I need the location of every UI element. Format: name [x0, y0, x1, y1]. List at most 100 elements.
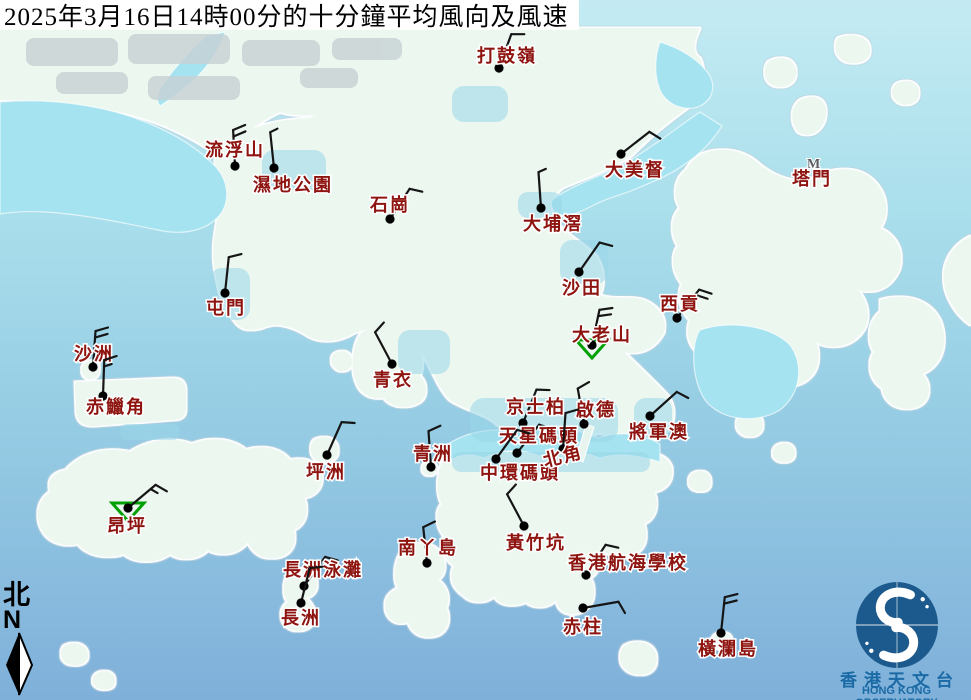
wind-barb-feather: [149, 487, 159, 495]
station-label: 西貢: [660, 294, 700, 314]
wind-barb-feather: [648, 130, 662, 140]
wind-barb-feather: [340, 421, 356, 425]
station-tuen-mun: 屯門: [205, 252, 246, 320]
station-cheung-chau: 長洲: [280, 565, 324, 630]
station-label: 濕地公園: [253, 174, 333, 195]
wind-barb-staff: [521, 388, 538, 425]
wind-barb-staff: [427, 429, 433, 469]
north-compass: 北 N: [3, 582, 43, 696]
station-lamma-island: 南丫島: [397, 520, 458, 568]
station-label: 石崗: [369, 194, 410, 215]
station-ngong-ping: 昂坪: [106, 483, 168, 538]
station-sai-kung: 西貢: [659, 288, 713, 323]
station-dot: [672, 313, 682, 323]
wind-barb-feather: [232, 123, 247, 132]
station-label: 橫瀾島: [698, 638, 758, 659]
station-peng-chau: 坪洲: [305, 421, 356, 484]
station-dot: [426, 462, 436, 472]
wind-barb-staff: [561, 411, 567, 451]
station-label: 啟德: [576, 399, 616, 420]
bay-deep-bay: [0, 100, 228, 233]
station-label: 打鼓嶺: [477, 45, 537, 66]
wind-barb-staff: [515, 423, 541, 455]
wind-barb-feather: [269, 127, 279, 134]
station-dot: [494, 63, 504, 73]
wind-barb-staff: [584, 543, 607, 577]
station-kai-tak: 啟德: [575, 380, 616, 429]
station-kings-park: 京士柏: [505, 388, 566, 428]
station-label: 香港航海學校: [567, 552, 688, 573]
wind-barb-staff: [373, 331, 394, 366]
map-title: 2025年3月16日14時00分的十分鐘平均風向及風速: [0, 0, 579, 31]
wind-barb-staff: [648, 390, 678, 418]
station-dot: [519, 521, 529, 531]
shenzhen-urban-layer: [26, 34, 402, 100]
wind-barb-feather: [427, 424, 442, 433]
wind-barb-staff: [388, 187, 411, 221]
station-dot: [296, 598, 306, 608]
wind-barb-feather: [698, 288, 713, 295]
wind-barb-staff: [577, 241, 601, 274]
station-label: 赤鱲角: [86, 396, 146, 417]
wind-barb-feather: [516, 428, 531, 435]
station-label: 大老山: [572, 324, 632, 345]
wind-barb-staff: [494, 428, 519, 461]
wind-barb-staff: [576, 387, 586, 426]
station-label: 沙洲: [74, 344, 114, 364]
wind-barb-feather: [308, 565, 324, 570]
wind-barb-feather: [598, 241, 614, 247]
wind-barb-feather: [93, 332, 109, 339]
land-high-island: [869, 296, 945, 409]
wind-barb-staff: [299, 566, 311, 605]
hko-logo: 香港天文台 HONG KONG OBSERVATORY: [822, 578, 971, 700]
station-wong-chuk-hang: 黃竹坑: [504, 483, 566, 555]
station-dot: [645, 411, 655, 421]
island-ma-wan: [331, 351, 352, 372]
wind-barb-feather: [723, 592, 739, 599]
land-right-edge: [943, 236, 971, 325]
wind-barb-feather: [576, 380, 591, 390]
land-hk-island: [436, 446, 673, 615]
station-shek-kong: 石崗: [368, 187, 424, 224]
wind-barb-feather: [564, 408, 580, 415]
wind-barb-feather: [232, 130, 247, 138]
wind-barb-feather: [675, 390, 690, 400]
station-wetland-park: 濕地公園: [252, 127, 333, 197]
hko-logo-icon: [856, 582, 938, 668]
station-dot: [230, 161, 240, 171]
wind-barb-feather: [324, 555, 339, 562]
station-label: 青洲: [413, 444, 453, 464]
station-green-island: 青洲: [412, 424, 453, 472]
north-arrow-icon: [6, 632, 34, 696]
wind-barb-feather: [422, 520, 437, 529]
wind-barb-feather: [154, 483, 168, 493]
wind-barb-feather: [604, 543, 620, 549]
island-shelter: [772, 443, 796, 463]
station-label: 將軍澳: [629, 421, 689, 442]
station-dot: [512, 448, 522, 458]
station-dot: [581, 570, 591, 580]
station-lau-fau-shan: 流浮山: [204, 123, 265, 171]
wind-barb-staff: [537, 170, 543, 210]
station-tates-cairn: 大老山: [571, 306, 632, 361]
station-stanley: 赤柱: [562, 600, 627, 639]
hko-logo-cn: 香港天文台: [840, 671, 960, 690]
station-label: 屯門: [206, 297, 246, 318]
station-dot: [491, 454, 501, 464]
north-label-letter: N: [3, 606, 22, 634]
station-label: 中環碼頭: [480, 462, 560, 483]
station-label: 青衣: [373, 369, 413, 390]
station-dot: [716, 628, 726, 638]
station-label: 沙田: [562, 278, 602, 298]
station-label: 塔門: [792, 168, 832, 189]
land-new-territories: [213, 58, 704, 449]
kai-tak-runway: [575, 423, 595, 463]
station-dot: [578, 603, 588, 613]
island-crooked: [835, 35, 871, 64]
station-label: 京士柏: [506, 396, 566, 417]
missing-data-marker: M: [807, 157, 820, 172]
station-dot: [518, 418, 528, 428]
